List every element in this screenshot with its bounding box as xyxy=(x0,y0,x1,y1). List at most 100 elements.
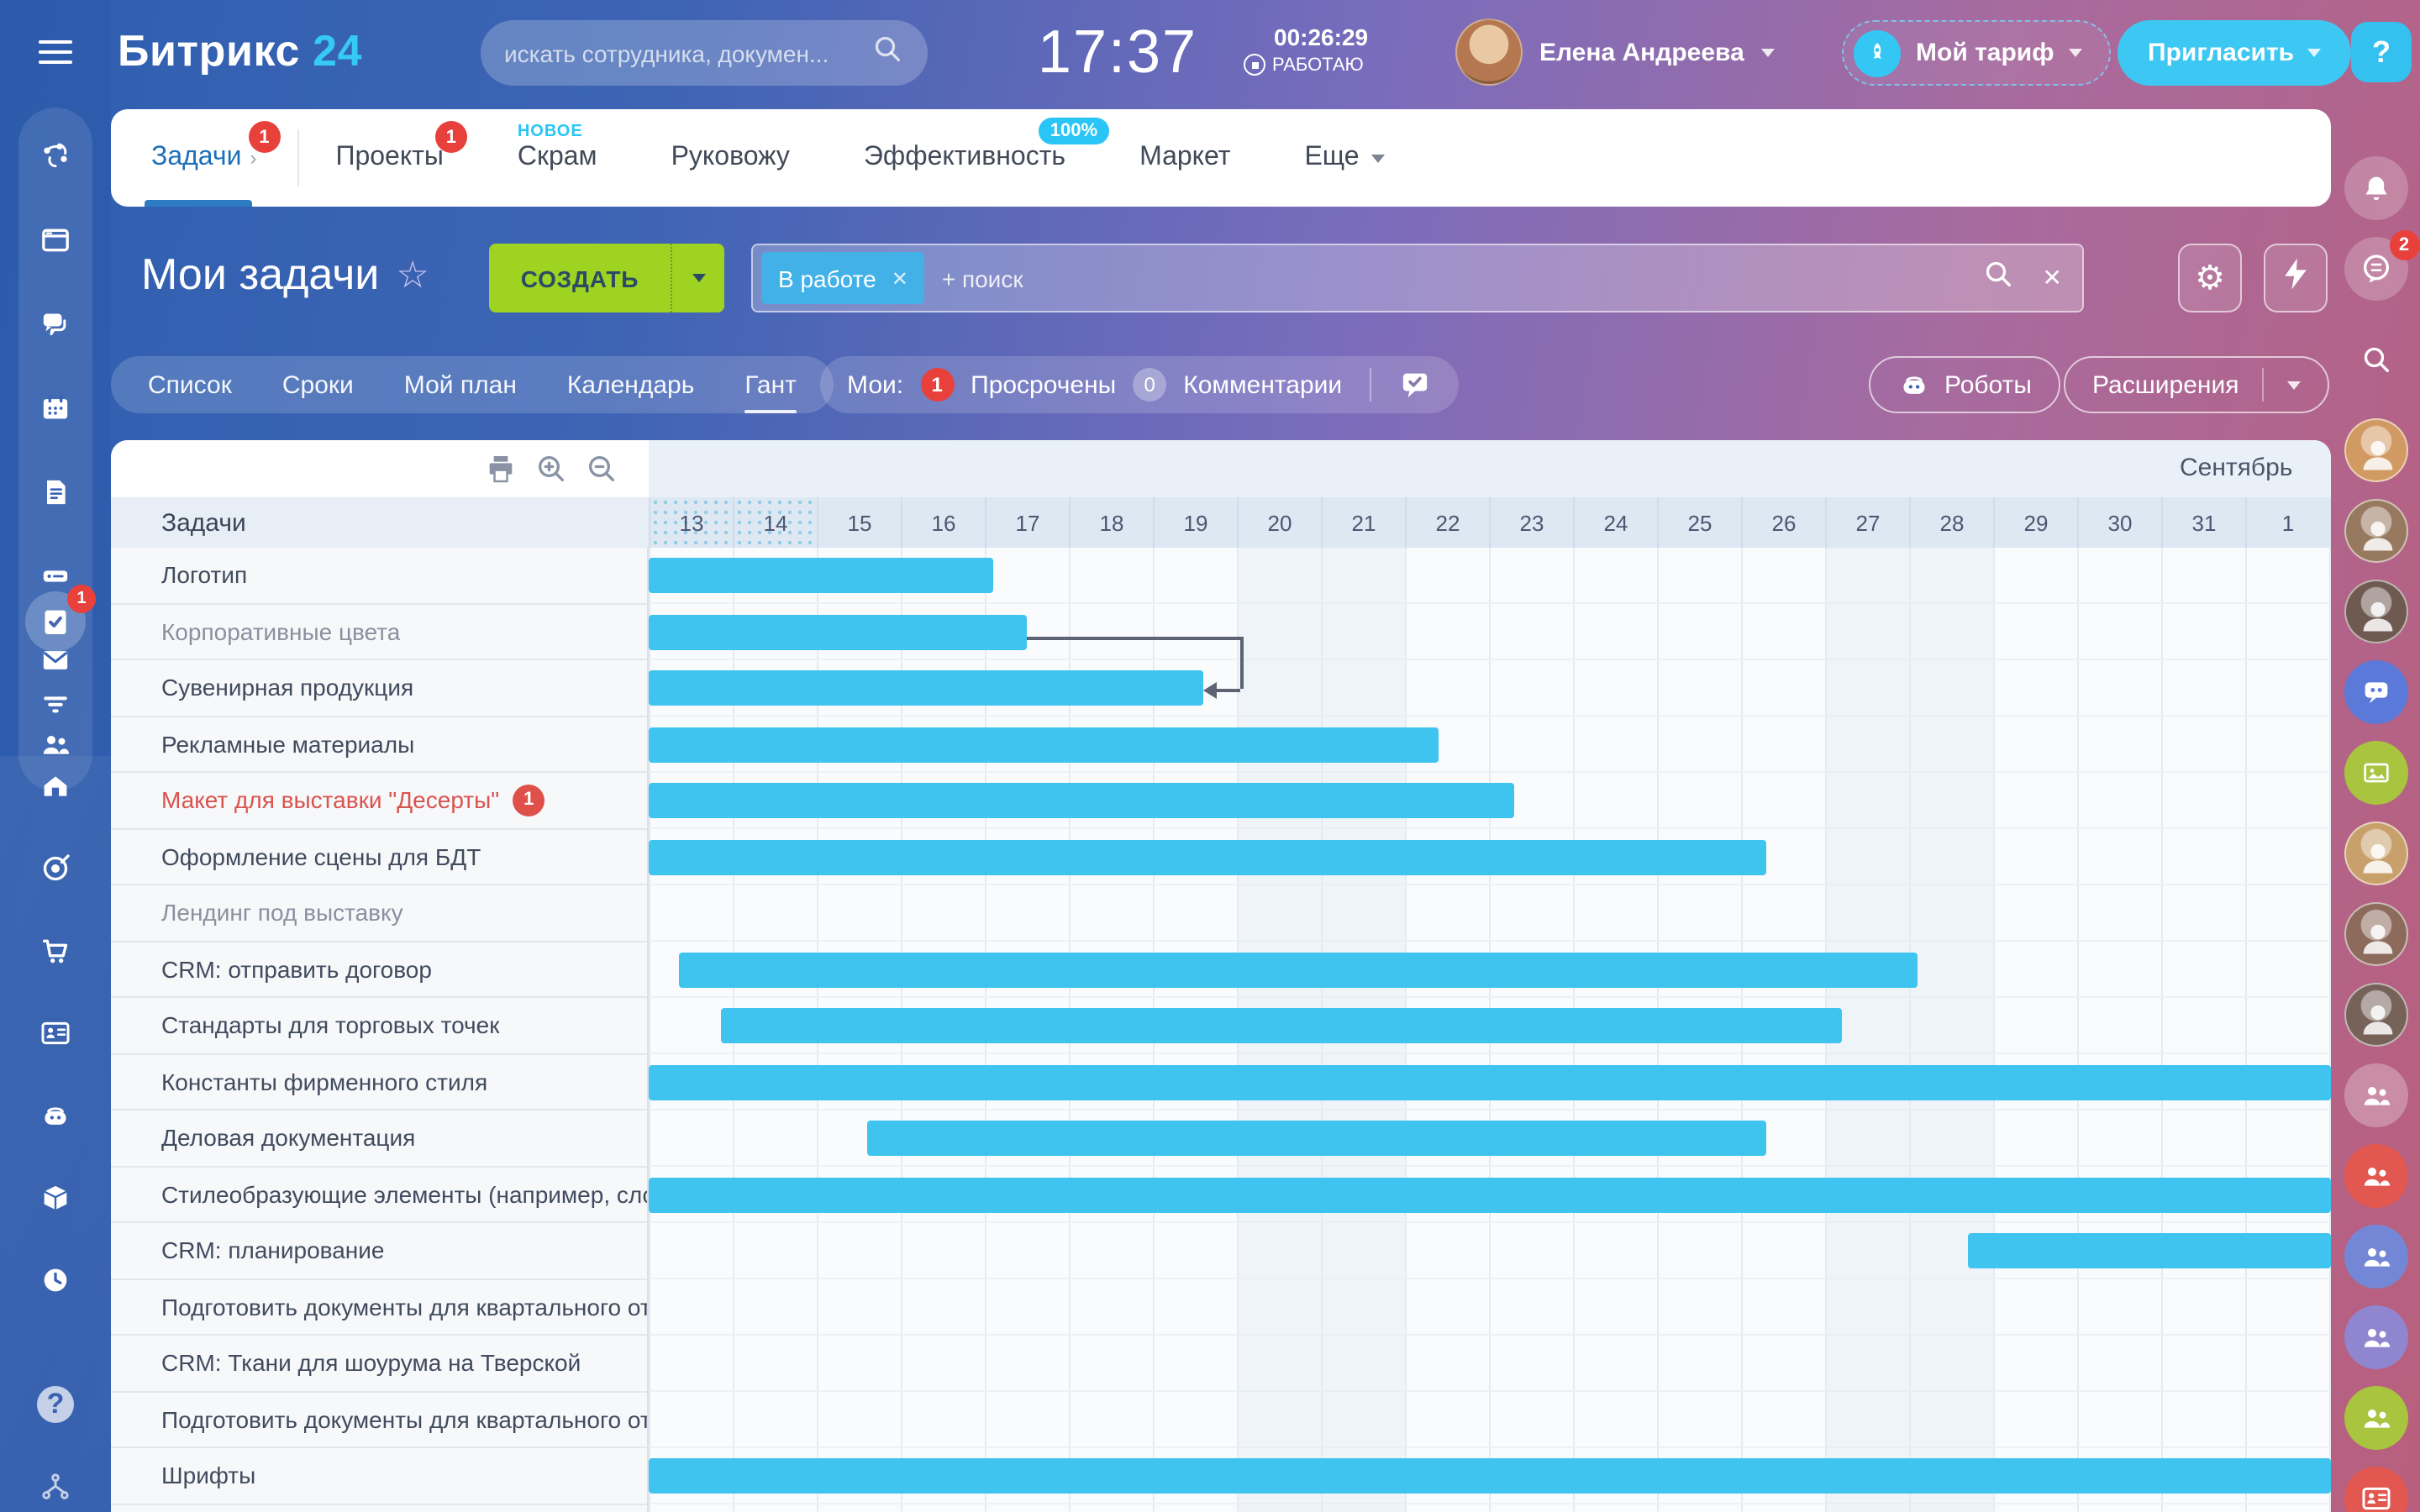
mail-icon[interactable] xyxy=(25,630,86,690)
nav-tab-Маркет[interactable]: Маркет xyxy=(1139,109,1230,207)
settings-button[interactable]: ⚙ xyxy=(2178,244,2242,312)
comments-label[interactable]: Комментарии xyxy=(1183,370,1343,399)
gantt-task-label[interactable]: Шрифты xyxy=(111,1448,647,1504)
invite-button[interactable]: Пригласить xyxy=(2118,20,2352,86)
user-avatar[interactable] xyxy=(2344,983,2407,1047)
help-icon[interactable]: ? xyxy=(25,1374,86,1435)
cart-icon[interactable] xyxy=(25,921,86,981)
search-icon[interactable] xyxy=(2344,328,2407,391)
gantt-task-label[interactable]: Деловая документация xyxy=(111,1110,647,1167)
gantt-bar[interactable] xyxy=(649,670,1203,706)
window-icon[interactable] xyxy=(25,210,86,270)
chat-people-icon[interactable] xyxy=(2344,660,2407,724)
nav-tab-Эффективность[interactable]: Эффективность 100% xyxy=(864,109,1110,207)
gantt-bar[interactable] xyxy=(720,1008,1842,1043)
user-avatar[interactable] xyxy=(1455,18,1523,86)
view-tab-Список[interactable]: Список xyxy=(148,370,232,399)
gantt-task-label[interactable]: Рекламные материалы xyxy=(111,717,647,773)
user-avatar[interactable] xyxy=(2344,418,2407,482)
filter-search-icon[interactable] xyxy=(1982,257,2016,299)
view-tab-Мой план[interactable]: Мой план xyxy=(403,370,517,399)
nav-tab-Руковожу[interactable]: Руковожу xyxy=(671,109,790,207)
gantt-bar[interactable] xyxy=(649,558,993,593)
filter-bar[interactable]: В работе ✕ + поиск ✕ xyxy=(751,244,2084,312)
robots-button[interactable]: Роботы xyxy=(1869,356,2060,413)
people-icon[interactable] xyxy=(2344,1225,2407,1289)
contact-card-icon[interactable] xyxy=(25,1003,86,1063)
menu-hamburger-icon[interactable] xyxy=(39,40,72,71)
home-icon[interactable] xyxy=(25,756,86,816)
gantt-task-label[interactable]: CRM: Ткани для шоурума на Тверской xyxy=(111,1336,647,1392)
view-tab-Гант[interactable]: Гант xyxy=(744,359,797,412)
zoom-out-icon[interactable] xyxy=(585,452,618,486)
people-icon[interactable] xyxy=(2344,1386,2407,1450)
zoom-in-icon[interactable] xyxy=(534,452,568,486)
filter-chip[interactable]: В работе ✕ xyxy=(761,252,925,304)
chip-close-icon[interactable]: ✕ xyxy=(891,266,908,290)
create-button[interactable]: СОЗДАТЬ xyxy=(489,244,724,312)
tasks-icon[interactable]: 1 xyxy=(25,585,96,652)
gantt-task-label[interactable]: CRM: планирование xyxy=(111,1223,647,1279)
gantt-bar[interactable] xyxy=(649,1177,2331,1212)
contact-card-icon[interactable] xyxy=(2344,1467,2407,1512)
print-icon[interactable] xyxy=(484,452,518,486)
global-search-input[interactable] xyxy=(504,39,871,66)
target-icon[interactable] xyxy=(25,838,86,899)
bell-icon[interactable] xyxy=(2344,156,2407,220)
user-avatar[interactable] xyxy=(2344,499,2407,563)
nav-tab-Проекты[interactable]: Проекты 1 xyxy=(335,109,467,207)
gantt-bar[interactable] xyxy=(649,1064,2331,1100)
view-tab-Календарь[interactable]: Календарь xyxy=(566,370,695,399)
clock[interactable]: 17:37 xyxy=(1037,17,1198,86)
comments-badge[interactable]: 0 xyxy=(1133,368,1167,402)
user-avatar[interactable] xyxy=(2344,902,2407,966)
drive-icon[interactable] xyxy=(25,546,86,606)
robot-icon[interactable] xyxy=(25,1085,86,1146)
filter-search-placeholder[interactable]: + поиск xyxy=(941,265,1023,291)
gantt-task-label[interactable]: Сувенирная продукция xyxy=(111,660,647,717)
chat-icon[interactable] xyxy=(25,294,86,354)
people-icon[interactable] xyxy=(2344,1144,2407,1208)
create-dropdown[interactable] xyxy=(671,244,724,312)
filter-clear-icon[interactable]: ✕ xyxy=(2042,264,2062,291)
user-menu[interactable]: Елена Андреева xyxy=(1455,18,1775,86)
gantt-bar[interactable] xyxy=(649,614,1027,649)
people-icon[interactable] xyxy=(2344,1305,2407,1369)
box-icon[interactable] xyxy=(25,1168,86,1228)
document-icon[interactable] xyxy=(25,462,86,522)
overdue-label[interactable]: Просрочены xyxy=(971,370,1117,399)
gantt-bar[interactable] xyxy=(649,1458,2331,1494)
gantt-bar[interactable] xyxy=(649,783,1514,818)
gantt-task-label[interactable]: CRM: отправить договор xyxy=(111,942,647,998)
work-timer[interactable]: 00:26:29 РАБОТАЮ xyxy=(1244,24,1368,76)
gantt-task-label[interactable]: Корпоративные цвета xyxy=(111,604,647,660)
help-button[interactable]: ? xyxy=(2351,22,2412,82)
gantt-task-label[interactable]: Лендинг под выставку xyxy=(111,885,647,942)
comments-chat-icon[interactable] xyxy=(1397,368,1431,402)
gantt-task-label[interactable]: Логотип xyxy=(111,548,647,604)
extensions-button[interactable]: Расширения xyxy=(2064,356,2330,413)
nav-tab-Скрам[interactable]: Скрам НОВОЕ xyxy=(518,109,597,207)
tariff-button[interactable]: Мой тариф xyxy=(1842,20,2112,86)
gantt-bar[interactable] xyxy=(649,839,1766,874)
photo-icon[interactable] xyxy=(2344,741,2407,805)
view-tab-Сроки[interactable]: Сроки xyxy=(281,370,354,399)
gantt-bar[interactable] xyxy=(1968,1233,2331,1268)
funnel-icon[interactable] xyxy=(25,674,86,734)
gantt-task-label[interactable]: Константы фирменного стиля xyxy=(111,1054,647,1110)
people-icon[interactable] xyxy=(25,714,86,774)
clock-icon[interactable] xyxy=(25,1250,86,1310)
user-avatar[interactable] xyxy=(2344,580,2407,643)
overdue-badge[interactable]: 1 xyxy=(920,368,955,402)
favorite-star-icon[interactable]: ☆ xyxy=(396,253,429,295)
calendar-icon[interactable] xyxy=(25,378,86,438)
pulse-icon[interactable] xyxy=(25,126,86,186)
global-search[interactable] xyxy=(481,20,928,86)
nav-tab-Задачи[interactable]: Задачи › 1 xyxy=(145,109,281,207)
people-icon[interactable] xyxy=(2344,1063,2407,1127)
user-avatar[interactable] xyxy=(2344,822,2407,885)
gantt-task-label[interactable]: Оформление сцены для БДТ xyxy=(111,829,647,885)
nav-tab-Еще[interactable]: Еще xyxy=(1304,109,1385,207)
gantt-task-label[interactable]: Стилеобразующие элементы (например, слог… xyxy=(111,1167,647,1223)
gantt-bar[interactable] xyxy=(649,727,1439,762)
